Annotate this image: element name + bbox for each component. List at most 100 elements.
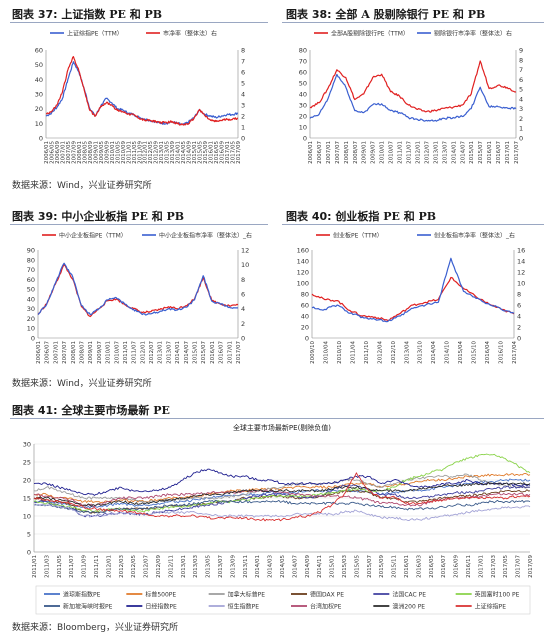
x-tick-label: 2014/01 [255,555,261,578]
x-tick-label: 2007/01 [53,341,59,364]
x-tick-label: 2013/11 [243,555,249,578]
x-tick-label: 2011/03 [44,555,50,578]
chart-40-title: 图表 40: 创业板指 PE 和 PB [286,208,436,224]
x-tick-label: 2016/07 [441,555,447,578]
x-tick-label: 2015/05 [198,141,204,164]
y-tick-label: 10 [299,124,307,132]
chart-41-title: 图表 41: 全球主要市场最新 PE [12,402,170,418]
x-tick-label: 2012/01 [143,141,149,164]
x-tick-label: 2006/07 [317,141,323,164]
chart-39-heading: 中小企业板指 PE 和 PB [61,210,185,223]
chart-38-heading: 全部 A 股剔除银行 PE 和 PB [335,8,486,21]
x-tick-label: 2014/07 [184,341,190,364]
x-tick-label: 2013/05 [206,555,212,578]
x-tick-label: 2012/05 [148,141,154,164]
x-tick-label: 2009/07 [371,141,377,164]
x-tick-label: 2014/10 [445,341,451,364]
x-tick-label: 2016/01 [487,141,493,164]
series-line [33,481,531,507]
y2-tick-label: 10 [517,280,525,288]
x-tick-label: 2013/01 [181,555,187,578]
x-tick-label: 2010/04 [323,341,329,364]
chart-39-label: 图表 39: [12,210,58,223]
chart-41-heading: 全球主要市场最新 PE [61,404,170,417]
x-tick-label: 2012/04 [377,341,383,364]
legend-label: 加拿大标普PE [228,591,266,599]
legend-label: 台湾加权PE [310,603,342,611]
legend-label: 新加坡海峡时报PE [63,603,113,611]
series-line [33,473,531,504]
y-tick-label: 30 [23,441,31,449]
x-tick-label: 2011/09 [137,141,143,164]
x-tick-label: 2017/04 [512,341,518,364]
x-tick-label: 2016/05 [214,141,220,164]
x-tick-label: 2016/03 [416,555,422,578]
x-tick-label: 2010/07 [389,141,395,164]
y2-tick-label: 1 [241,124,245,132]
legend-label: 中小企业板指PE（TTM） [59,232,127,240]
y-tick-label: 30 [35,91,43,99]
legend-label: 日经指数PE [145,603,177,611]
y-tick-label: 70 [27,266,35,274]
x-tick-label: 2008/09 [88,141,94,164]
y-tick-label: 25 [23,459,31,467]
y2-tick-label: 6 [241,69,245,77]
y-tick-label: 15 [23,495,31,503]
chart-39-source: 数据来源：Wind，兴业证券研究所 [12,379,152,389]
y-tick-label: 40 [301,313,309,321]
chart-41-label: 图表 41: [12,404,58,417]
y2-tick-label: 12 [517,269,525,277]
x-tick-label: 2010/07 [114,341,120,364]
legend-label: 剔除银行市净率（整体法）右 [434,30,512,38]
legend-label: 恒生指数PE [228,603,260,611]
y-tick-label: 140 [297,258,309,266]
x-tick-label: 2015/09 [203,141,209,164]
x-tick-label: 2007/01 [326,141,332,164]
x-tick-label: 2017/07 [514,141,520,164]
x-tick-label: 2014/03 [268,555,274,578]
y2-tick-label: 9 [519,47,523,55]
x-tick-label: 2013/04 [404,341,410,364]
y-tick-label: 0 [39,135,43,143]
y2-tick-label: 4 [517,313,521,321]
x-tick-label: 2012/09 [156,555,162,578]
x-tick-label: 2015/07 [478,141,484,164]
chart-40-heading: 创业板指 PE 和 PB [335,210,437,223]
y2-tick-label: 7 [519,66,523,74]
chart-39-title: 图表 39: 中小企业板指 PE 和 PB [12,208,184,224]
x-tick-label: 2016/07 [219,341,225,364]
x-tick-label: 2007/01 [60,141,66,164]
y2-tick-label: 2 [241,113,245,121]
x-tick-label: 2011/07 [69,555,75,578]
y2-tick-label: 2 [241,320,245,328]
y-tick-label: 0 [27,549,31,557]
x-tick-label: 2006/01 [308,141,314,164]
y-tick-label: 10 [23,513,31,521]
y-tick-label: 10 [27,325,35,333]
y2-tick-label: 4 [241,305,245,313]
x-tick-label: 2012/05 [131,555,137,578]
y2-tick-label: 8 [517,291,521,299]
x-tick-label: 2015/04 [458,341,464,364]
x-tick-label: 2006/01 [36,341,42,364]
y2-tick-label: 6 [519,76,523,84]
y-tick-label: 60 [301,302,309,310]
y2-tick-label: 1 [519,125,523,133]
x-tick-label: 2011/05 [132,141,138,164]
x-tick-label: 2015/10 [472,341,478,364]
x-tick-label: 2017/07 [516,555,522,578]
x-tick-label: 2015/01 [193,341,199,364]
y-tick-label: 60 [27,276,35,284]
y-tick-label: 20 [27,315,35,323]
chart-inner-title: 全球主要市场最新PE(剔除负值) [233,423,331,432]
y-tick-label: 20 [23,477,31,485]
chart-37-rule [10,22,268,23]
chart-37-label: 图表 37: [12,8,58,21]
x-tick-label: 2011/07 [407,141,413,164]
series-line [33,499,531,514]
x-tick-label: 2008/01 [77,141,83,164]
y-tick-label: 160 [297,247,309,255]
x-tick-label: 2013/09 [170,141,176,164]
x-tick-label: 2007/07 [62,341,68,364]
